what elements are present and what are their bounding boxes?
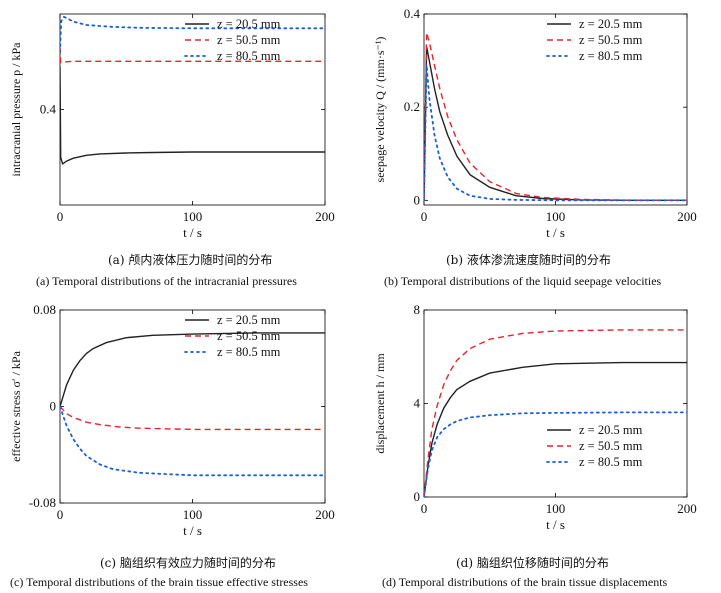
x-tick-label: 200 [315,209,335,224]
y-tick-label: 0.2 [404,99,420,114]
legend-label-1: z = 20.5 mm [217,17,281,31]
x-tick-label: 0 [57,507,64,522]
series-line-1 [60,332,325,407]
y-tick-label: 0.08 [33,302,56,317]
series-line-3 [424,411,687,497]
caption-b-zh: (b) 液体渗流速度随时间的分布 [446,253,611,267]
plot-frame [59,13,326,206]
legend-label-1: z = 20.5 mm [579,423,643,437]
series-line-2 [60,406,325,431]
x-tick-label: 0 [57,209,64,224]
x-tick-label: 200 [315,507,335,522]
plot-frame [59,309,326,504]
y-tick-label: 0 [414,489,421,504]
x-axis-label: t / s [546,225,565,240]
legend-label-1: z = 20.5 mm [579,17,643,31]
legend-label-3: z = 80.5 mm [579,455,643,469]
y-axis-label: effective stress σ′ / kPa [9,350,23,462]
legend-label-2: z = 50.5 mm [217,329,281,343]
series-line-3 [424,65,687,202]
series-line-3 [60,15,325,54]
y-tick-label: 0.4 [40,102,57,117]
caption-b-en: (b) Temporal distributions of the liquid… [384,274,662,288]
legend-label-3: z = 80.5 mm [217,49,281,63]
y-axis-label: displacement h / mm [373,353,387,454]
x-axis-label: t / s [546,517,565,532]
legend-label-2: z = 50.5 mm [217,33,281,47]
x-tick-label: 0 [421,501,428,516]
series-line-2 [424,32,687,202]
y-axis-label: seepage velocity Q / (mm·s⁻¹) [373,37,387,183]
legend-label-1: z = 20.5 mm [217,313,281,327]
series-line-1 [60,66,325,166]
legend-label-2: z = 50.5 mm [579,439,643,453]
x-tick-label: 200 [677,209,697,224]
caption-c-zh: (c) 脑组织有效应力随时间的分布 [100,556,276,570]
x-tick-label: 0 [421,209,428,224]
caption-c-en: (c) Temporal distributions of the brain … [10,575,308,589]
legend-label-3: z = 80.5 mm [217,345,281,359]
x-tick-label: 100 [183,209,203,224]
x-axis-label: t / s [183,225,202,240]
caption-d-en: (d) Temporal distributions of the brain … [382,575,668,589]
y-tick-label: 8 [414,302,421,317]
y-tick-label: 0.4 [404,6,421,21]
series-line-2 [424,329,687,497]
legend-label-3: z = 80.5 mm [579,49,643,63]
plot-frame [423,13,688,206]
caption-a-zh: (a) 颅内液体压力随时间的分布 [108,253,273,267]
x-tick-label: 100 [546,501,566,516]
y-axis-label: intracranial pressure p / kPa [9,42,23,177]
series-line-1 [424,361,687,497]
series-line-2 [60,47,325,64]
y-tick-label: 0 [50,399,57,414]
x-tick-label: 100 [183,507,203,522]
y-tick-label: -0.08 [29,495,56,510]
caption-d-zh: (d) 脑组织位移随时间的分布 [456,556,609,570]
legend-label-2: z = 50.5 mm [579,33,643,47]
series-line-3 [60,405,325,477]
y-tick-label: 4 [414,396,421,411]
chart-d: 0 100 200 0 4 8 t / s displacement h / mm z = 20… [373,302,697,532]
chart-b: 0 100 200 0 0.2 0.4 t / s seepage velocity Q / … [373,6,697,240]
y-tick-label: 0 [414,192,421,207]
chart-a: 0 100 200 0.4 t / s intracranial pressure p /… [9,13,335,240]
caption-a-en: (a) Temporal distributions of the intrac… [36,274,297,288]
plot-frame [423,309,688,498]
x-tick-label: 100 [546,209,566,224]
series-line-1 [424,46,687,202]
x-tick-label: 200 [677,501,697,516]
x-axis-label: t / s [183,523,202,538]
